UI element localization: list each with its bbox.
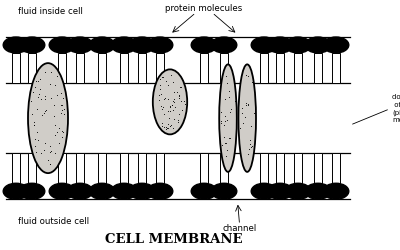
Circle shape — [211, 183, 237, 199]
Bar — [276, 53, 284, 83]
Ellipse shape — [153, 69, 187, 134]
Circle shape — [285, 183, 311, 199]
Circle shape — [251, 183, 277, 199]
Circle shape — [147, 183, 173, 199]
Circle shape — [267, 37, 293, 53]
Ellipse shape — [238, 64, 256, 172]
Circle shape — [67, 37, 93, 53]
Bar — [200, 153, 208, 183]
Circle shape — [191, 37, 217, 53]
Circle shape — [89, 183, 115, 199]
Circle shape — [211, 37, 237, 53]
Bar — [120, 153, 128, 183]
Bar — [120, 53, 128, 83]
Text: CELL MEMBRANE: CELL MEMBRANE — [105, 233, 243, 246]
Bar — [260, 53, 268, 83]
Circle shape — [89, 37, 115, 53]
Circle shape — [49, 183, 75, 199]
Circle shape — [267, 183, 293, 199]
Bar — [98, 53, 106, 83]
Bar — [332, 153, 340, 183]
Circle shape — [19, 37, 45, 53]
Circle shape — [191, 183, 217, 199]
Circle shape — [129, 37, 155, 53]
Circle shape — [323, 37, 349, 53]
Text: fluid inside cell: fluid inside cell — [18, 7, 83, 16]
Bar — [28, 53, 36, 83]
Bar — [138, 153, 146, 183]
Bar — [220, 153, 228, 183]
Ellipse shape — [219, 64, 237, 172]
Bar — [28, 153, 36, 183]
Text: double layer
 of fat
(phospholipid)
molecules: double layer of fat (phospholipid) molec… — [392, 94, 400, 123]
Circle shape — [49, 37, 75, 53]
Circle shape — [129, 183, 155, 199]
Circle shape — [3, 183, 29, 199]
Bar — [276, 153, 284, 183]
Circle shape — [67, 183, 93, 199]
Bar — [76, 53, 84, 83]
Bar — [332, 53, 340, 83]
Circle shape — [323, 183, 349, 199]
Circle shape — [305, 183, 331, 199]
Circle shape — [305, 37, 331, 53]
Ellipse shape — [28, 63, 68, 173]
Circle shape — [111, 37, 137, 53]
Bar — [294, 53, 302, 83]
Bar — [220, 53, 228, 83]
Bar — [58, 153, 66, 183]
Text: protein molecules: protein molecules — [165, 4, 243, 13]
Circle shape — [3, 37, 29, 53]
Bar — [260, 153, 268, 183]
Bar — [12, 53, 20, 83]
Bar — [314, 53, 322, 83]
Text: fluid outside cell: fluid outside cell — [18, 217, 89, 226]
Text: channel: channel — [222, 224, 257, 233]
Bar — [12, 153, 20, 183]
Circle shape — [285, 37, 311, 53]
Bar — [314, 153, 322, 183]
Bar — [58, 53, 66, 83]
Bar — [138, 53, 146, 83]
Bar — [98, 153, 106, 183]
Bar — [294, 153, 302, 183]
Bar — [156, 53, 164, 83]
Bar — [76, 153, 84, 183]
Circle shape — [147, 37, 173, 53]
Circle shape — [19, 183, 45, 199]
Circle shape — [111, 183, 137, 199]
Bar — [156, 153, 164, 183]
Bar — [200, 53, 208, 83]
Circle shape — [251, 37, 277, 53]
